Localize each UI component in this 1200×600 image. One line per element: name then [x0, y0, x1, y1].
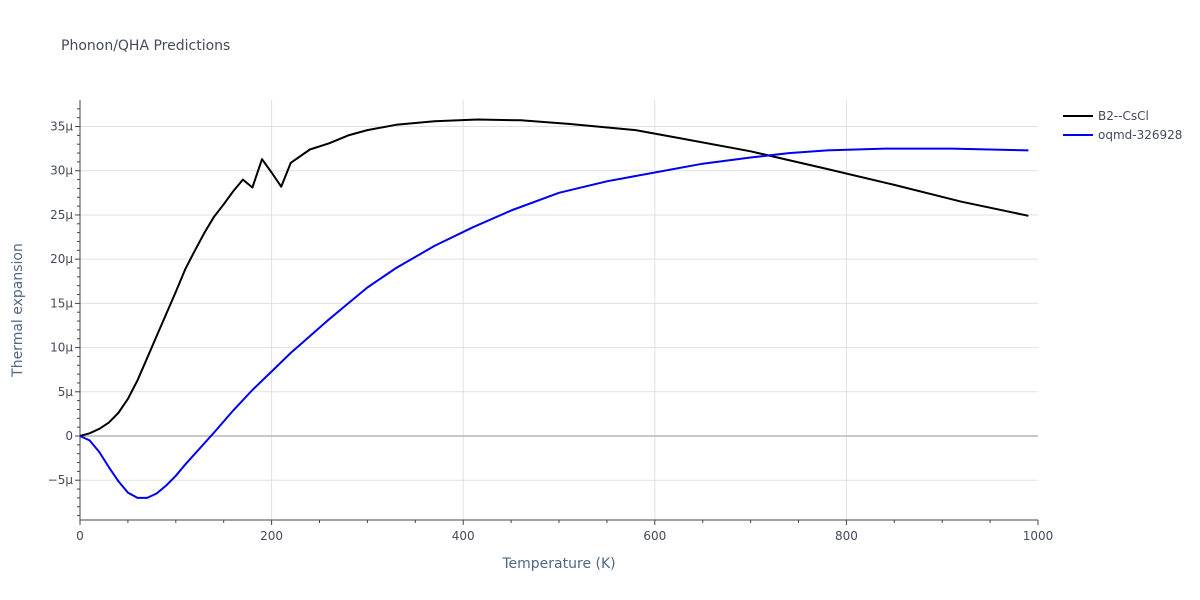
series-line-oqmd-326928	[79, 147, 1029, 499]
x-tick-labels: 0 200 400 600 800 1000	[76, 529, 1053, 543]
legend-label: oqmd-326928	[1098, 128, 1182, 142]
legend-item[interactable]: oqmd-326928	[1063, 128, 1182, 142]
plot-series	[79, 118, 1029, 499]
legend-item[interactable]: B2--CsCl	[1063, 109, 1149, 123]
legend-label: B2--CsCl	[1098, 109, 1149, 123]
chart-title: Phonon/QHA Predictions	[61, 38, 230, 54]
y-tick-label: 10μ	[50, 341, 73, 355]
x-tick-label: 600	[643, 529, 666, 543]
legend[interactable]: B2--CsCl oqmd-326928	[1063, 109, 1182, 142]
x-tick-label: 800	[835, 529, 858, 543]
x-tick-label: 400	[452, 529, 475, 543]
x-tick-label: 0	[76, 529, 84, 543]
y-tick-label: 20μ	[50, 252, 73, 266]
y-tick-label: 5μ	[58, 385, 74, 399]
y-tick-labels: −5μ 0 5μ 10μ 15μ 20μ 25μ 30μ 35μ	[48, 120, 74, 488]
y-tick-label: −5μ	[48, 473, 74, 487]
x-tick-label: 200	[260, 529, 283, 543]
y-tick-label: 0	[65, 429, 73, 443]
grid	[80, 100, 1038, 520]
series-line-b2-cscl	[79, 118, 1029, 437]
y-tick-label: 25μ	[50, 208, 73, 222]
y-axis-label: Thermal expansion	[10, 243, 26, 378]
y-tick-label: 15μ	[50, 296, 73, 310]
x-tick-label: 1000	[1023, 529, 1054, 543]
x-axis-label: Temperature (K)	[501, 556, 615, 572]
y-tick-label: 35μ	[50, 120, 73, 134]
y-tick-label: 30μ	[50, 164, 73, 178]
axes	[75, 100, 1039, 525]
